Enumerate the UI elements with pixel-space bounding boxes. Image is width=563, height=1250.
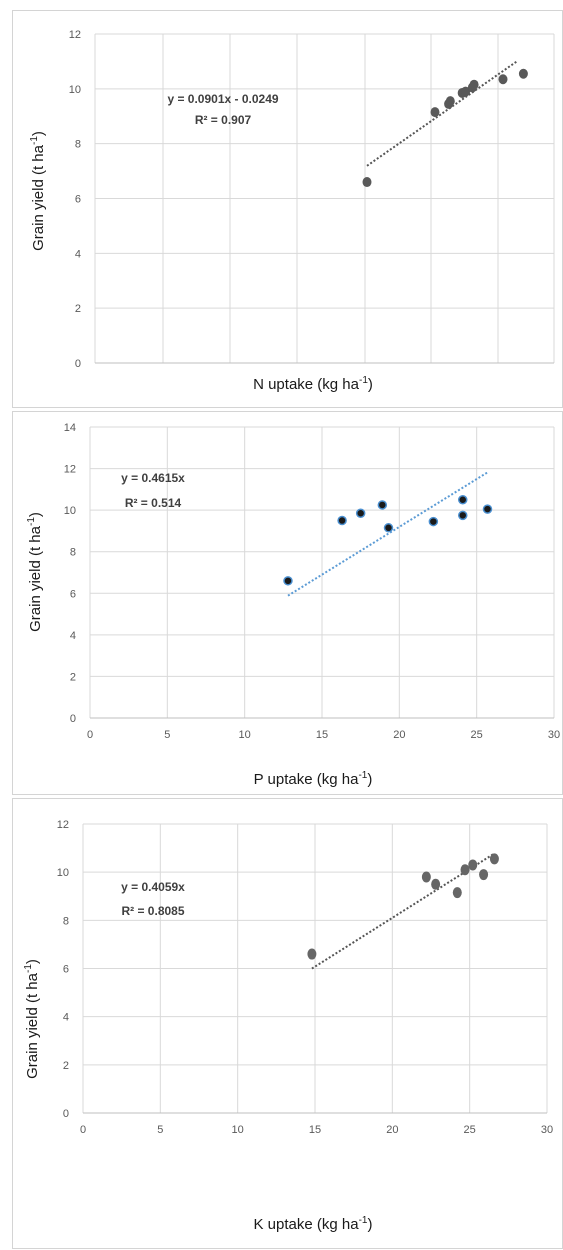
chart-p-uptake: 0 2 4 6 8 10 12 14 0 5 10 15 20 25 30 y = 0.4615x R² = 0… [26, 422, 560, 788]
x-axis-title-text: K uptake (kg ha [254, 1216, 360, 1233]
x-tick-label: 25 [471, 729, 483, 741]
y-tick-label: 2 [75, 303, 81, 315]
x-tick-label: 0 [80, 1124, 86, 1136]
y-tick-label: 12 [64, 464, 76, 476]
data-point [518, 68, 528, 79]
x-axis-title-sup: -1 [359, 1215, 368, 1226]
trendline-equation: y = 0.0901x - 0.0249 [167, 92, 278, 106]
y-tick-label: 2 [63, 1060, 69, 1072]
y-axis-title-close: ) [27, 512, 44, 517]
data-point [362, 177, 372, 188]
chart-panel-n-uptake: 0 2 4 6 8 10 12 y = 0.0901x - 0.0249 R² = 0.907 N… [12, 10, 563, 408]
x-tick-label: 20 [386, 1124, 398, 1136]
x-tick-label: 15 [316, 729, 328, 741]
data-point [452, 887, 462, 899]
x-axis-title: K uptake (kg ha-1) [254, 1215, 373, 1233]
y-axis-title-text: Grain yield (t ha [24, 972, 41, 1079]
x-tick-label: 30 [548, 729, 560, 741]
y-tick-label: 10 [64, 505, 76, 517]
chart-panel-p-uptake: 0 2 4 6 8 10 12 14 0 5 10 15 20 25 30 y = 0.4615x R² = 0… [12, 411, 563, 795]
x-axis-title: N uptake (kg ha-1) [253, 375, 373, 393]
y-axis-title-text: Grain yield (t ha [30, 144, 47, 251]
data-point [445, 96, 455, 107]
y-tick-label: 0 [63, 1108, 69, 1120]
x-tick-label: 25 [464, 1124, 476, 1136]
x-axis-title-close: ) [367, 771, 372, 788]
y-axis-title: Grain yield (t ha-1) [29, 131, 47, 251]
x-tick-label: 15 [309, 1124, 321, 1136]
data-point [461, 86, 471, 97]
data-point [469, 79, 479, 90]
data-point [377, 500, 388, 510]
r-squared-label: R² = 0.514 [125, 496, 182, 510]
data-point [468, 859, 478, 871]
x-axis-title: P uptake (kg ha-1) [254, 770, 373, 788]
x-tick-label: 20 [393, 729, 405, 741]
data-point [307, 948, 317, 960]
y-axis-title: Grain yield (t ha-1) [23, 959, 41, 1079]
y-axis-title-sup: -1 [26, 517, 37, 526]
x-tick-label: 0 [87, 729, 93, 741]
data-point [431, 878, 441, 890]
chart-k-uptake: 0 2 4 6 8 10 12 0 5 10 15 20 25 30 y = 0.4059x R² = 0.8… [23, 819, 553, 1233]
x-tick-label: 10 [239, 729, 251, 741]
y-tick-label: 6 [70, 588, 76, 600]
data-point [489, 853, 499, 865]
x-axis-title-sup: -1 [359, 375, 368, 386]
y-tick-label: 0 [75, 358, 81, 370]
x-tick-label: 30 [541, 1124, 553, 1136]
data-point [457, 495, 468, 505]
y-tick-label: 10 [57, 867, 69, 879]
chart-n-uptake: 0 2 4 6 8 10 12 y = 0.0901x - 0.0249 R² = 0.907 N… [29, 29, 555, 393]
y-tick-label: 2 [70, 671, 76, 683]
y-tick-label: 6 [75, 194, 81, 206]
trendline-equation: y = 0.4059x [121, 880, 185, 894]
data-point [482, 504, 493, 514]
y-tick-label: 12 [69, 29, 81, 41]
data-point [457, 510, 468, 521]
x-axis-title-text: N uptake (kg ha [253, 376, 360, 393]
y-tick-label: 6 [63, 964, 69, 976]
data-point [383, 523, 394, 533]
y-axis-title-text: Grain yield (t ha [27, 525, 44, 632]
cropped-text-fragment [12, 0, 132, 10]
data-point [428, 516, 439, 527]
r-squared-label: R² = 0.907 [195, 113, 252, 127]
data-point [337, 515, 347, 526]
y-axis-title-sup: -1 [23, 964, 34, 973]
y-tick-label: 4 [75, 248, 81, 260]
x-axis-title-close: ) [368, 376, 373, 393]
y-tick-label: 4 [63, 1012, 69, 1024]
data-point [430, 107, 440, 118]
data-point [479, 869, 489, 881]
y-tick-label: 0 [70, 713, 76, 725]
trendline [366, 60, 518, 167]
y-axis-title-sup: -1 [29, 136, 40, 145]
y-tick-label: 12 [57, 819, 69, 831]
y-tick-label: 14 [64, 422, 76, 434]
chart-panel-k-uptake: 0 2 4 6 8 10 12 0 5 10 15 20 25 30 y = 0.4059x R² = 0.8… [12, 798, 563, 1249]
y-tick-label: 10 [69, 84, 81, 96]
data-point [355, 508, 366, 519]
data-point [498, 74, 508, 85]
y-tick-label: 8 [70, 547, 76, 559]
data-point [421, 871, 431, 883]
y-tick-label: 8 [63, 915, 69, 927]
x-tick-label: 5 [164, 729, 170, 741]
y-axis-title-close: ) [24, 959, 41, 964]
data-point [283, 576, 293, 586]
r-squared-label: R² = 0.8085 [121, 904, 184, 918]
y-tick-label: 4 [70, 630, 76, 642]
data-point [460, 864, 470, 876]
trendline-equation: y = 0.4615x [121, 471, 185, 485]
y-axis-title-close: ) [30, 131, 47, 136]
x-axis-title-close: ) [367, 1216, 372, 1233]
x-axis-title-sup: -1 [358, 770, 367, 781]
x-tick-label: 10 [232, 1124, 244, 1136]
y-axis-title: Grain yield (t ha-1) [26, 512, 44, 632]
trendline [287, 471, 489, 597]
y-tick-label: 8 [75, 139, 81, 151]
x-axis-title-text: P uptake (kg ha [254, 771, 359, 788]
x-tick-label: 5 [157, 1124, 163, 1136]
